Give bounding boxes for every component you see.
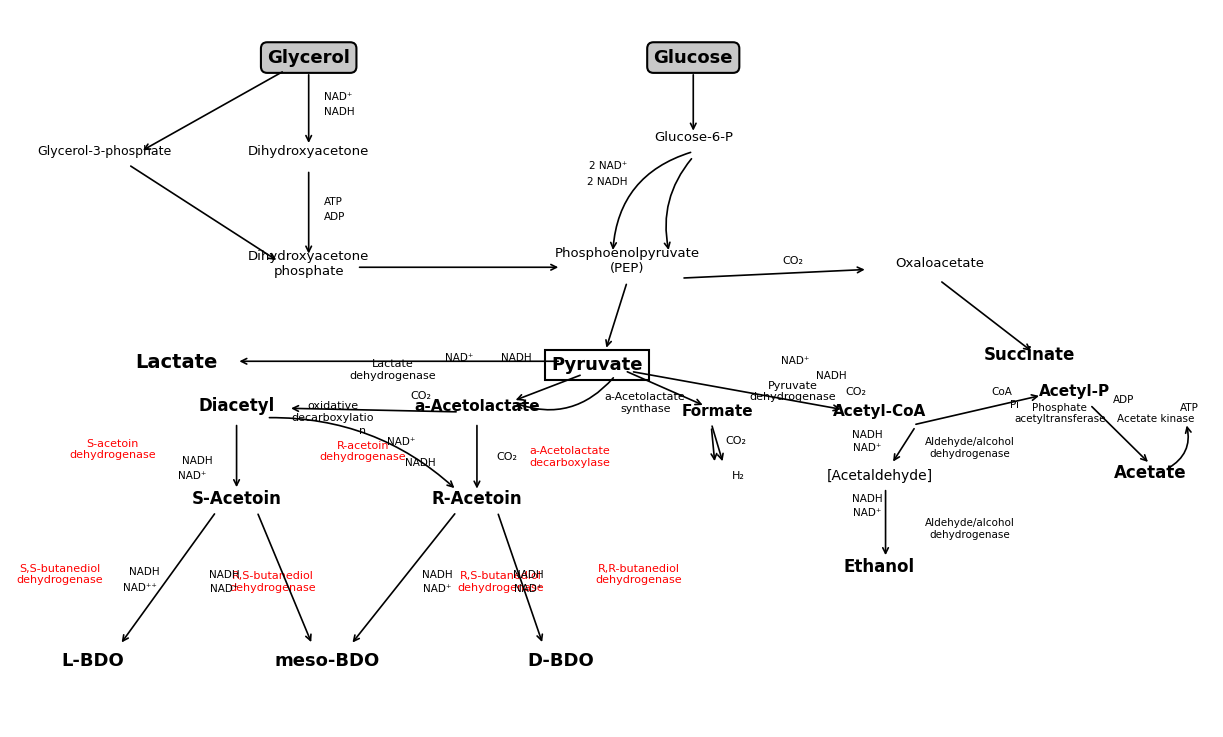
Text: NADH: NADH [209, 570, 240, 579]
Text: Succinate: Succinate [985, 346, 1075, 365]
Text: NADH: NADH [852, 494, 883, 503]
Text: ADP: ADP [324, 212, 346, 222]
Text: CO₂: CO₂ [725, 436, 747, 446]
Text: NADH: NADH [181, 456, 213, 466]
Text: R,R-butanediol
dehydrogenase: R,R-butanediol dehydrogenase [596, 564, 682, 585]
Text: NADH: NADH [852, 430, 883, 440]
Text: 2 NAD⁺: 2 NAD⁺ [589, 161, 627, 171]
Text: meso-BDO: meso-BDO [274, 652, 379, 671]
Text: ADP: ADP [1113, 394, 1134, 405]
Text: CO₂: CO₂ [410, 391, 430, 401]
Text: CO₂: CO₂ [845, 387, 866, 397]
Text: NAD⁺: NAD⁺ [781, 356, 810, 366]
Text: Dihydroxyacetone: Dihydroxyacetone [248, 145, 369, 158]
Text: Lactate: Lactate [136, 353, 218, 372]
Text: CoA: CoA [992, 387, 1013, 397]
Text: CO₂: CO₂ [783, 256, 804, 267]
Text: S,S-butanediol
dehydrogenase: S,S-butanediol dehydrogenase [17, 564, 103, 585]
Text: R,S-butanediol
dehydrogenase: R,S-butanediol dehydrogenase [457, 571, 544, 593]
Text: a-Acetolactate: a-Acetolactate [415, 399, 539, 413]
Text: NAD⁺: NAD⁺ [515, 584, 543, 594]
Text: NAD⁺: NAD⁺ [386, 437, 415, 447]
Text: NAD⁺: NAD⁺ [445, 352, 473, 363]
Text: NADH: NADH [324, 107, 355, 116]
Text: NAD⁺: NAD⁺ [423, 584, 451, 594]
Text: Diacetyl: Diacetyl [198, 397, 275, 415]
Text: Phosphoenolpyruvate
(PEP): Phosphoenolpyruvate (PEP) [554, 248, 700, 276]
Text: L-BDO: L-BDO [61, 652, 124, 671]
Text: ATP: ATP [324, 198, 344, 207]
Text: NAD⁺: NAD⁺ [854, 508, 882, 518]
Text: R-acetoin
dehydrogenase: R-acetoin dehydrogenase [319, 441, 406, 462]
Text: NADH: NADH [514, 570, 544, 579]
Text: n: n [360, 427, 367, 436]
Text: D-BDO: D-BDO [527, 652, 594, 671]
Text: ATP: ATP [1180, 403, 1199, 413]
Text: oxidative
decarboxylatio: oxidative decarboxylatio [291, 401, 374, 423]
Text: S-acetoin
dehydrogenase: S-acetoin dehydrogenase [70, 439, 157, 461]
Text: NADH: NADH [422, 570, 453, 579]
Text: 2 NADH: 2 NADH [587, 177, 627, 187]
Text: NADH: NADH [501, 352, 532, 363]
Text: R,S-butanediol
dehydrogenase: R,S-butanediol dehydrogenase [230, 571, 316, 593]
Text: CO₂: CO₂ [497, 452, 517, 461]
Text: Pyruvate
dehydrogenase: Pyruvate dehydrogenase [750, 381, 837, 402]
Text: Glucose: Glucose [653, 49, 733, 66]
Text: Ethanol: Ethanol [844, 559, 915, 576]
Text: S-Acetoin: S-Acetoin [192, 489, 281, 508]
Text: Acetyl-CoA: Acetyl-CoA [833, 405, 926, 419]
Text: Glycerol-3-phosphate: Glycerol-3-phosphate [37, 145, 171, 158]
Text: Pyruvate: Pyruvate [552, 356, 643, 374]
Text: Glucose-6-P: Glucose-6-P [654, 130, 733, 144]
Text: Aldehyde/alcohol
dehydrogenase: Aldehyde/alcohol dehydrogenase [925, 518, 1015, 539]
Text: Acetate kinase: Acetate kinase [1118, 414, 1195, 424]
Text: Oxaloacetate: Oxaloacetate [895, 257, 985, 270]
Text: Glycerol: Glycerol [268, 49, 350, 66]
Text: Acetyl-P: Acetyl-P [1038, 384, 1109, 399]
Text: Acetate: Acetate [1114, 464, 1186, 482]
Text: Pi: Pi [1010, 399, 1019, 410]
Text: Formate: Formate [681, 405, 753, 419]
Text: Phosphate
acetyltransferase: Phosphate acetyltransferase [1014, 402, 1106, 424]
Text: NADH: NADH [128, 567, 159, 577]
Text: a-Acetolactate
synthase: a-Acetolactate synthase [605, 392, 686, 414]
Text: Dihydroxyacetone
phosphate: Dihydroxyacetone phosphate [248, 250, 369, 278]
Text: NADH: NADH [405, 458, 435, 467]
Text: [Acetaldehyde]: [Acetaldehyde] [827, 469, 933, 483]
Text: NAD⁺⁺: NAD⁺⁺ [124, 583, 158, 593]
Text: Aldehyde/alcohol
dehydrogenase: Aldehyde/alcohol dehydrogenase [925, 437, 1015, 459]
Text: a-Acetolactate
decarboxylase: a-Acetolactate decarboxylase [530, 446, 610, 467]
Text: H₂: H₂ [731, 470, 745, 481]
Text: NAD⁺: NAD⁺ [177, 470, 207, 481]
Text: R-Acetoin: R-Acetoin [432, 489, 522, 508]
Text: NAD⁺: NAD⁺ [210, 584, 238, 594]
Text: NAD⁺: NAD⁺ [854, 443, 882, 453]
Text: NADH: NADH [816, 371, 846, 381]
Text: Lactate
dehydrogenase: Lactate dehydrogenase [350, 359, 437, 381]
Text: NAD⁺: NAD⁺ [324, 92, 352, 102]
